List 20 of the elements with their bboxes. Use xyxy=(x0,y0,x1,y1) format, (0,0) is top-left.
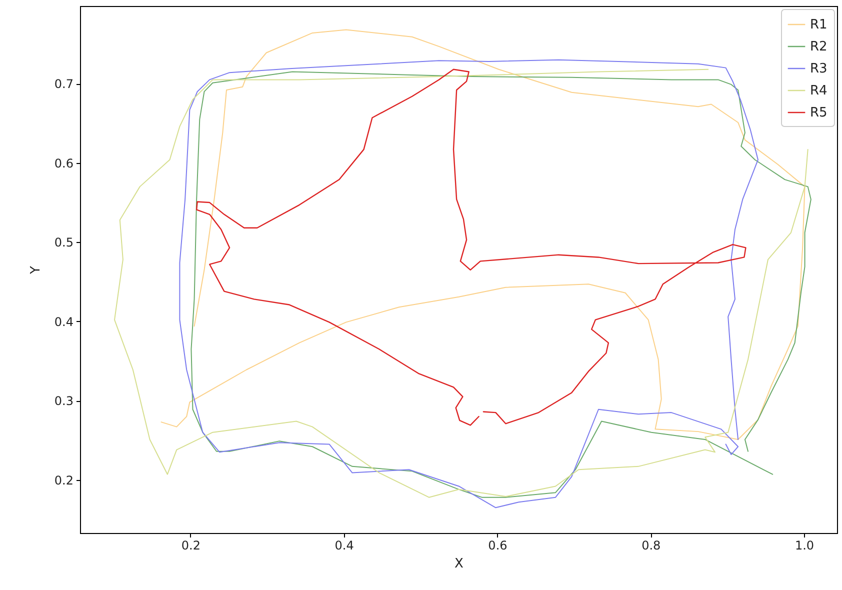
x-tick-label: 0.4 xyxy=(334,538,354,552)
line-series xyxy=(196,68,746,426)
y-tick-label: 0.2 xyxy=(54,473,74,488)
x-tick-label: 0.6 xyxy=(488,538,508,552)
x-tick-label: 1.0 xyxy=(794,538,814,552)
line-series xyxy=(160,29,806,440)
legend-label: R4 xyxy=(810,84,828,98)
y-tick-label: 0.5 xyxy=(54,236,74,250)
legend-label: R1 xyxy=(810,18,828,32)
y-tick-label: 0.7 xyxy=(54,77,74,92)
x-tick-label: 0.8 xyxy=(642,538,661,552)
legend-label: R5 xyxy=(810,106,828,120)
x-tick-label: 0.2 xyxy=(181,538,200,552)
legend-label: R3 xyxy=(810,62,828,76)
y-tick-label: 0.6 xyxy=(54,156,74,170)
x-axis-title: X xyxy=(454,556,464,572)
y-tick-label: 0.4 xyxy=(54,314,74,329)
legend-label: R2 xyxy=(810,40,828,54)
y-tick-label: 0.3 xyxy=(54,394,74,408)
y-axis-title: Y xyxy=(28,266,44,275)
